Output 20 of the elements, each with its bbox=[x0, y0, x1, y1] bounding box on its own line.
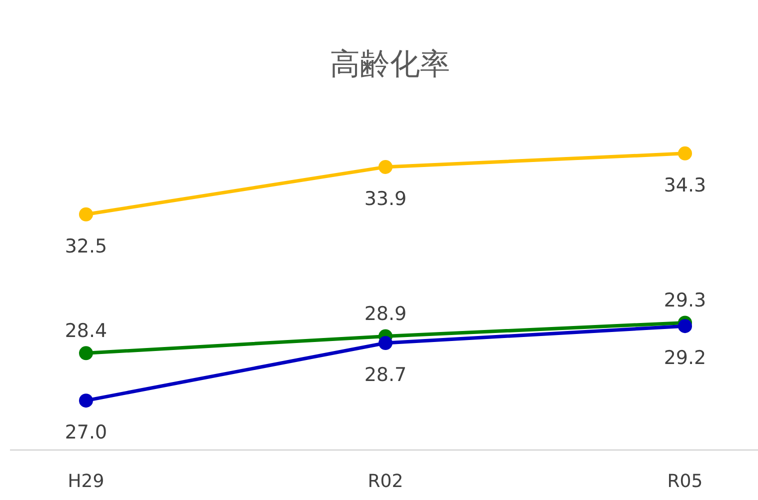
x-tick-label: R02 bbox=[368, 471, 404, 492]
point bbox=[79, 207, 93, 222]
point bbox=[79, 346, 93, 360]
x-tick-label: R05 bbox=[667, 471, 703, 492]
data-label: 33.9 bbox=[364, 188, 407, 210]
x-tick-label: H29 bbox=[68, 471, 104, 492]
data-label: 28.4 bbox=[64, 320, 108, 342]
point bbox=[378, 336, 392, 350]
point bbox=[378, 160, 392, 174]
chart-title: 高齢化率 bbox=[330, 47, 450, 82]
data-label: 28.9 bbox=[364, 303, 407, 326]
point bbox=[678, 146, 692, 160]
data-label: 29.3 bbox=[664, 290, 706, 312]
point bbox=[79, 394, 93, 408]
data-label: 27.0 bbox=[64, 422, 108, 444]
data-label: 28.7 bbox=[364, 364, 407, 386]
data-label: 29.2 bbox=[664, 347, 706, 370]
point bbox=[678, 319, 692, 334]
data-label: 32.5 bbox=[64, 235, 108, 258]
data-label: 34.3 bbox=[664, 174, 706, 196]
